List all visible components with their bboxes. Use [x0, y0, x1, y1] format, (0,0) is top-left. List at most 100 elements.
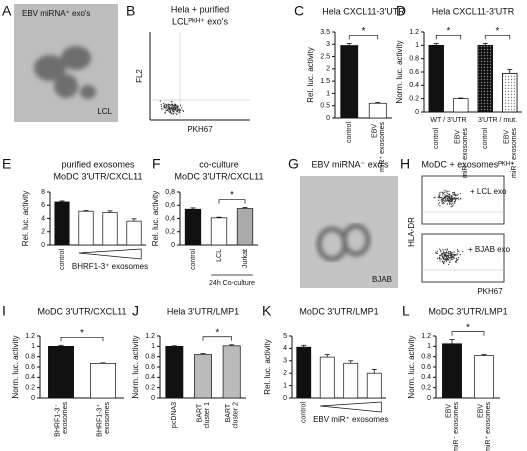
x-tick-label: BART cluster 2: [225, 402, 240, 429]
bar: [442, 343, 462, 399]
axis-label: HLA-DR: [407, 217, 416, 247]
dot: [451, 195, 453, 198]
y-tick-label: 0.4: [145, 374, 155, 381]
dot: [163, 104, 165, 106]
dot: [438, 257, 440, 259]
y-tick-label: 2: [326, 66, 330, 73]
dot: [446, 192, 448, 194]
bar: [90, 363, 116, 399]
dot: [179, 111, 181, 113]
y-tick-label: 0: [427, 395, 431, 402]
dot: [442, 201, 444, 204]
y-axis-label: Norm. luc. activity: [407, 335, 416, 398]
y-tick-label: 0: [151, 395, 155, 402]
dot: [448, 254, 450, 257]
image-title: EBV miRNA⁺ exo's: [22, 9, 90, 18]
dot: [169, 109, 171, 111]
dot: [448, 193, 450, 196]
plot-frame: [421, 175, 505, 225]
dot: [446, 199, 448, 202]
y-tick-label: 1: [151, 343, 155, 350]
dot: [439, 248, 441, 250]
dot: [445, 254, 447, 256]
significance-bracket: [484, 34, 511, 40]
dot: [181, 107, 183, 109]
bar: [78, 210, 94, 246]
dot: [457, 248, 459, 251]
significance-label: *: [215, 327, 219, 338]
dot: [165, 104, 167, 107]
chart-title: purified exosomes: [61, 159, 135, 169]
y-tick-label: 6: [41, 202, 45, 209]
x-tick-label: pcDNA3: [171, 402, 178, 428]
dot: [455, 254, 457, 256]
dot: [456, 253, 458, 255]
dot: [170, 112, 172, 114]
dot: [176, 105, 178, 107]
dot: [444, 189, 446, 191]
axis-label: FL2: [135, 69, 144, 83]
y-tick-label: 0.4: [421, 374, 431, 381]
dot: [164, 111, 167, 113]
dot: [457, 193, 459, 195]
dot: [446, 195, 449, 197]
y-tick-label: 1: [31, 343, 35, 350]
chart-subtitle: MoDC 3'UTR/CXCL11: [53, 171, 142, 181]
dot: [453, 251, 455, 253]
image-inset: + LCL exo: [470, 187, 507, 196]
dot: [179, 108, 181, 110]
dot: [441, 203, 443, 205]
footnote: 24h Co-culture: [209, 280, 255, 287]
y-tick-label: 0,6: [165, 202, 175, 209]
dot: [450, 206, 452, 208]
dot: [445, 198, 447, 201]
significance-label: *: [447, 26, 451, 37]
x-tick-label: EBV miR⁻ exosomes: [445, 402, 460, 451]
dot: [454, 197, 456, 199]
y-tick-label: 1: [415, 42, 419, 49]
dot: [446, 198, 449, 200]
y-tick-label: 0.8: [25, 354, 35, 361]
dot: [458, 250, 460, 252]
bar: [368, 102, 387, 119]
y-tick-label: 0.6: [421, 364, 431, 371]
y-tick-label: 1.2: [421, 333, 431, 340]
dot: [175, 108, 177, 110]
x-tick-label: EBV miR⁺ exosomes: [477, 402, 492, 451]
dot: [448, 196, 450, 198]
dot: [458, 199, 460, 201]
y-tick-label: 0: [326, 115, 330, 122]
dot: [435, 251, 437, 253]
bar-hatch: [477, 44, 493, 113]
dot: [447, 255, 449, 258]
dot: [172, 113, 174, 115]
dot: [448, 202, 451, 204]
ramp-label: EBV miR⁺ exosomes: [313, 415, 388, 424]
plot-frame: [421, 233, 505, 283]
dot: [446, 190, 448, 192]
dot: [163, 107, 165, 109]
dot: [440, 254, 442, 257]
dot: [162, 108, 164, 110]
bar: [343, 362, 359, 399]
dot: [170, 104, 172, 106]
dot: [452, 204, 454, 206]
dot: [456, 194, 458, 196]
image-title: EBV miRNA⁻ exo's: [312, 159, 389, 169]
image-inset: + BJAB exo: [468, 245, 511, 254]
dot: [446, 252, 448, 254]
dot: [162, 102, 165, 105]
significance-label: *: [80, 328, 84, 339]
x-tick-label: control: [301, 402, 308, 423]
dot: [173, 108, 175, 110]
bar: [296, 346, 312, 399]
dot: [439, 194, 441, 196]
dot: [176, 113, 178, 116]
panel-letter: G: [288, 156, 299, 172]
x-tick-label: EBV miR⁺ exosomes: [454, 128, 469, 178]
dot: [446, 250, 448, 252]
dot: [451, 199, 453, 202]
dot: [448, 190, 450, 193]
y-tick-label: 3.5: [320, 29, 330, 36]
dot: [447, 197, 450, 199]
